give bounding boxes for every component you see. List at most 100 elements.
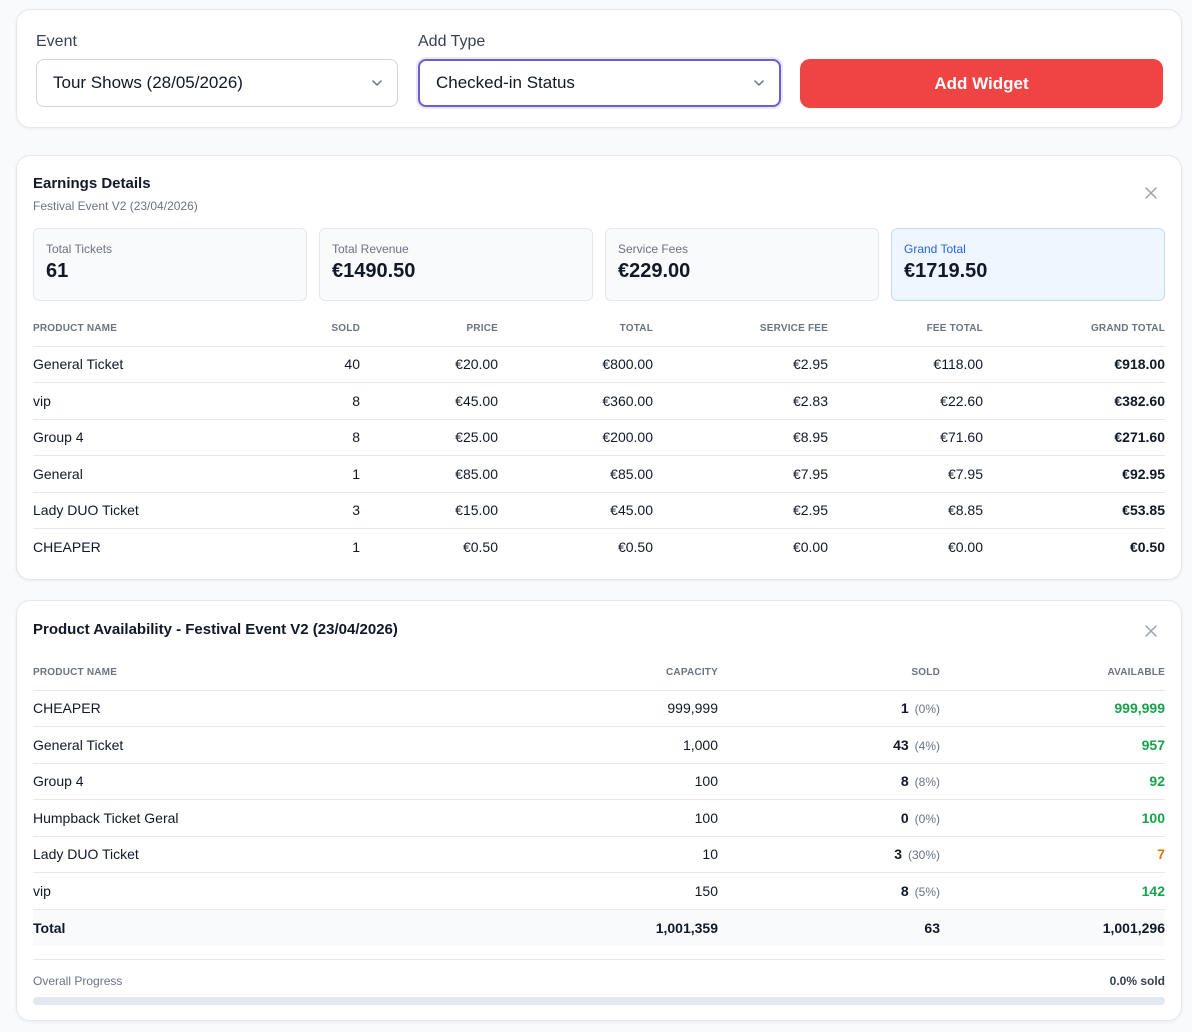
- cell-fee-total: €22.60: [828, 382, 983, 420]
- cell-fee-total: €0.00: [947, 539, 983, 555]
- sold-count: 8: [900, 882, 909, 899]
- earnings-title: Earnings Details: [33, 175, 151, 192]
- progress-value: 0.0% sold: [1109, 974, 1165, 988]
- event-label: Event: [36, 33, 77, 50]
- cell-grand-total: €918.00: [983, 346, 1165, 383]
- cell-grand-total: €92.95: [983, 455, 1165, 493]
- event-select-value: Tour Shows (28/05/2026): [53, 73, 243, 92]
- cell-product-name: Lady DUO Ticket: [33, 836, 433, 873]
- cell-product-name: vip: [33, 872, 433, 910]
- table-row: General Ticket 40 €20.00 €800.00 €2.95 €…: [33, 346, 1165, 383]
- progress-label: Overall Progress: [33, 974, 123, 988]
- cell-grand-total: €271.60: [983, 419, 1165, 456]
- cell-product-name: CHEAPER: [33, 539, 101, 555]
- sold-percent: (0%): [914, 811, 940, 826]
- sold-percent: (8%): [914, 775, 940, 790]
- cell-price: €0.50: [462, 539, 498, 555]
- cell-service-fee: €8.95: [653, 419, 828, 456]
- stat-value: €1490.50: [332, 260, 416, 282]
- col-total: TOTAL: [498, 312, 653, 347]
- total-available: 1,001,296: [940, 909, 1165, 946]
- widget-controls: Event Tour Shows (28/05/2026) Add Type C…: [16, 9, 1182, 128]
- cell-available: 999,999: [940, 690, 1165, 727]
- table-row: Group 4 100 8 (8%) 92: [33, 763, 1165, 800]
- type-select-value: Checked-in Status: [436, 73, 575, 92]
- cell-product-name: General Ticket: [33, 346, 213, 383]
- cell-service-fee: €0.00: [792, 539, 828, 555]
- cell-product-name: General Ticket: [33, 726, 433, 764]
- table-row: Lady DUO Ticket 3 €15.00 €45.00 €2.95 €8…: [33, 492, 1165, 529]
- col-product-name: PRODUCT NAME: [33, 656, 433, 691]
- cell-price: €20.00: [360, 346, 498, 383]
- cell-available: 142: [940, 872, 1165, 910]
- col-sold: SOLD: [213, 312, 360, 347]
- col-available: AVAILABLE: [940, 656, 1165, 691]
- table-row: CHEAPER 1 €0.50 €0.50 €0.00 €0.00 €0.50: [33, 529, 1165, 566]
- availability-table: PRODUCT NAME CAPACITY SOLD AVAILABLE CHE…: [33, 656, 1165, 946]
- table-header-row: PRODUCT NAME SOLD PRICE TOTAL SERVICE FE…: [33, 312, 1165, 347]
- add-widget-button[interactable]: Add Widget: [800, 59, 1163, 108]
- col-price: PRICE: [360, 312, 498, 347]
- sold-count: 0: [900, 809, 909, 826]
- cell-sold: 1: [352, 539, 360, 555]
- table-row: Group 4 8 €25.00 €200.00 €8.95 €71.60 €2…: [33, 419, 1165, 456]
- cell-service-fee: €2.83: [653, 382, 828, 420]
- col-capacity: CAPACITY: [433, 656, 718, 691]
- cell-sold: 43 (4%): [718, 726, 940, 764]
- earnings-table: PRODUCT NAME SOLD PRICE TOTAL SERVICE FE…: [33, 312, 1165, 565]
- overall-progress: Overall Progress 0.0% sold: [33, 959, 1165, 1005]
- cell-capacity: 1,000: [433, 726, 718, 764]
- stat-label: Total Revenue: [332, 242, 409, 256]
- cell-capacity: 100: [433, 799, 718, 837]
- cell-available: 7: [940, 836, 1165, 873]
- cell-product-name: General: [33, 455, 213, 493]
- cell-sold: 3 (30%): [718, 836, 940, 873]
- cell-capacity: 10: [433, 836, 718, 873]
- cell-price: €85.00: [360, 455, 498, 493]
- table-row: CHEAPER 999,999 1 (0%) 999,999: [33, 690, 1165, 727]
- product-availability-widget: Product Availability - Festival Event V2…: [16, 600, 1182, 1021]
- cell-total: €800.00: [498, 346, 653, 383]
- cell-sold: 1: [213, 455, 360, 493]
- cell-available: 92: [940, 763, 1165, 800]
- close-icon[interactable]: [1143, 623, 1159, 639]
- progress-bar: [33, 997, 1165, 1005]
- stat-value: €1719.50: [904, 260, 988, 282]
- cell-sold: 1 (0%): [718, 690, 940, 727]
- sold-percent: (5%): [914, 884, 940, 899]
- cell-fee-total: €71.60: [828, 419, 983, 456]
- cell-product-name: vip: [33, 382, 213, 420]
- cell-sold: 8: [213, 382, 360, 420]
- cell-available: 957: [940, 726, 1165, 764]
- cell-total: €45.00: [498, 492, 653, 529]
- earnings-details-widget: Earnings Details Festival Event V2 (23/0…: [16, 155, 1182, 580]
- total-row: Total 1,001,359 63 1,001,296: [33, 909, 1165, 946]
- cell-fee-total: €8.85: [828, 492, 983, 529]
- sold-count: 43: [893, 736, 909, 753]
- table-row: Lady DUO Ticket 10 3 (30%) 7: [33, 836, 1165, 873]
- cell-grand-total: €53.85: [983, 492, 1165, 529]
- col-product-name: PRODUCT NAME: [33, 312, 213, 347]
- cell-product-name: Lady DUO Ticket: [33, 492, 213, 529]
- cell-product-name: Humpback Ticket Geral: [33, 799, 433, 837]
- stat-value: €229.00: [618, 260, 691, 282]
- stat-service-fees: Service Fees €229.00: [605, 228, 879, 301]
- col-grand-total: GRAND TOTAL: [983, 312, 1165, 347]
- cell-fee-total: €118.00: [828, 346, 983, 383]
- table-row: vip 8 €45.00 €360.00 €2.83 €22.60 €382.6…: [33, 382, 1165, 420]
- close-icon[interactable]: [1143, 185, 1159, 201]
- cell-grand-total: €0.50: [1129, 539, 1165, 555]
- stat-total-revenue: Total Revenue €1490.50: [319, 228, 593, 301]
- cell-service-fee: €2.95: [653, 346, 828, 383]
- type-select[interactable]: Checked-in Status: [418, 59, 781, 107]
- cell-grand-total: €382.60: [983, 382, 1165, 420]
- stat-label: Service Fees: [618, 242, 689, 256]
- table-row: General Ticket 1,000 43 (4%) 957: [33, 726, 1165, 764]
- cell-sold: 8 (5%): [718, 872, 940, 910]
- sold-percent: (30%): [907, 848, 940, 863]
- cell-total: €85.00: [498, 455, 653, 493]
- stat-value: 61: [46, 260, 69, 282]
- cell-price: €15.00: [360, 492, 498, 529]
- cell-capacity: 150: [433, 872, 718, 910]
- event-select[interactable]: Tour Shows (28/05/2026): [36, 59, 398, 107]
